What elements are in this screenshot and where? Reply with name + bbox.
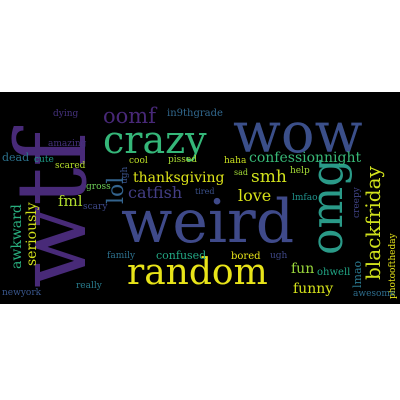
word-seriously: seriously [24, 202, 40, 266]
word-scared: scared [55, 161, 86, 171]
word-gross: gross [86, 182, 111, 192]
word-awkward: awkward [9, 204, 25, 269]
word-funny: funny [293, 281, 334, 297]
word-crazy: crazy [103, 118, 207, 162]
word-dying: dying [53, 109, 79, 119]
word-bored: bored [231, 251, 261, 262]
word-family: family [107, 251, 136, 261]
word-really: really [76, 281, 102, 291]
word-confused: confused [156, 249, 207, 262]
word-sad: sad [234, 168, 248, 177]
word-smh: smh [251, 167, 287, 187]
word-oomf: oomf [103, 104, 156, 128]
word-in9thgrade: in9thgrade [167, 108, 223, 119]
word-confessionnight: confessionnight [249, 150, 362, 166]
word-cloud: wtf wow weird crazy random omg oomf in9t… [0, 92, 400, 304]
word-pissed: pissed [168, 155, 197, 165]
word-weird: weird [121, 187, 295, 257]
word-lmfao: lmfao [292, 193, 318, 203]
word-blackfriday: blackfriday [361, 166, 385, 280]
word-love: love [238, 186, 272, 205]
word-tired: tired [195, 187, 215, 196]
word-ohwell: ohwell [317, 267, 351, 278]
word-cute: cute [34, 155, 54, 165]
word-random: random [127, 252, 268, 293]
word-fun: fun [291, 261, 315, 277]
word-awesome: awesome [353, 289, 396, 299]
word-creepy: creepy [352, 187, 362, 218]
word-wow: wow [233, 101, 363, 166]
word-help: help [290, 166, 310, 176]
word-ugh: ugh [270, 251, 288, 261]
word-amazing: amazing [48, 139, 87, 149]
word-scary: scary [83, 202, 108, 212]
word-thanksgiving: thanksgiving [133, 170, 225, 186]
word-haha: haha [224, 156, 247, 166]
word-catfish: catfish [128, 183, 183, 202]
word-dead: dead [2, 151, 30, 164]
word-omg: omg [302, 158, 353, 255]
word-fml: fml [58, 192, 83, 210]
word-newyork: newyork [2, 288, 42, 298]
word-lmao: lmao [351, 260, 364, 288]
word-cool: cool [129, 156, 148, 166]
